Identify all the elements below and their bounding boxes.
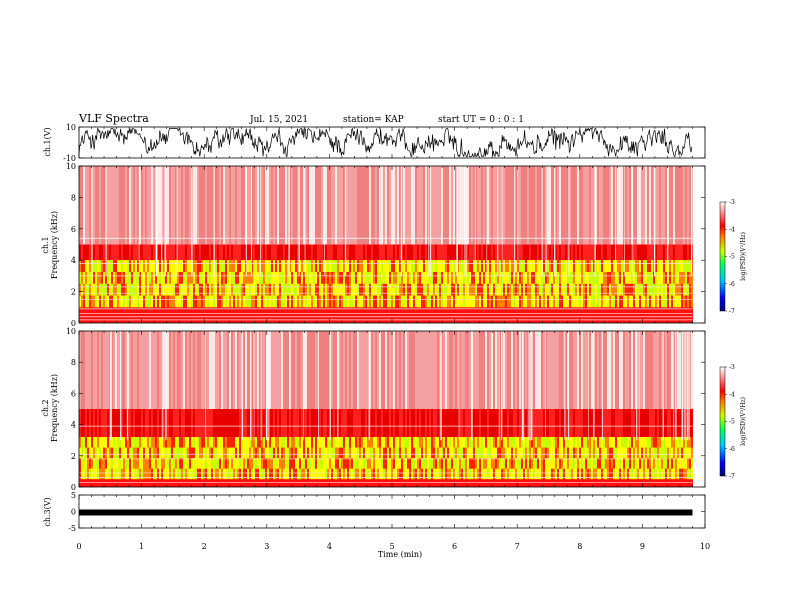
time-tick-label: 1 (139, 542, 144, 551)
header-date: Jul. 15, 2021 (249, 115, 308, 125)
ch2-colorbar-tick-label: -6 (729, 446, 735, 453)
ch2-colorbar-tick-label: -5 (729, 419, 735, 426)
time-tick-label: 4 (327, 542, 332, 551)
ch1-spectrogram-ytick-label: 4 (71, 256, 76, 265)
time-axis: 0 1 2 3 4 5 6 7 8 9 10 (76, 542, 710, 551)
ch1-spectrogram-ytick-label: 10 (66, 162, 76, 171)
header-start-time: start UT = 0 : 0 : 1 (438, 115, 524, 125)
ch2-colorbar-tick-label: -4 (729, 391, 735, 398)
time-tick-label: 6 (452, 542, 457, 551)
ch2-spectrogram-ytick-label: 8 (71, 358, 76, 367)
time-tick-label: 10 (700, 542, 710, 551)
ch2-colorbar-tick-label: -7 (729, 473, 735, 480)
ch1-waveform-ytick-label: -10 (63, 154, 76, 163)
ch3-waveform-ytick-label: -5 (68, 524, 76, 533)
time-tick-label: 9 (640, 542, 645, 551)
ch1-waveform-trace (78, 127, 693, 158)
ch2-spectrogram-ytick-label: 4 (71, 421, 76, 430)
x-axis-label: Time (min) (378, 550, 422, 559)
ch2-colorbar-tick-label: -3 (729, 364, 735, 371)
ch1-colorbar: -3 -4 -5 -6 -7 log(PSD)(V²/Hz) (719, 199, 747, 315)
time-tick-label: 7 (515, 542, 520, 551)
ch1-spectrogram-ytick-label: 0 (71, 319, 76, 328)
time-tick-label: 8 (577, 542, 582, 551)
ch3-waveform-panel: 5 0 -5 (68, 491, 706, 533)
ch1-waveform-frame (78, 126, 706, 159)
figure-title: VLF Spectra (78, 112, 149, 125)
ch2-spectrogram-ylabel: ch.2Frequency (kHz) (41, 374, 59, 442)
time-tick-label: 5 (389, 542, 394, 551)
ch2-spectrogram-ytick-label: 6 (71, 389, 76, 398)
ch1-colorbar-tick-label: -7 (729, 308, 735, 315)
time-tick-label: 3 (264, 542, 269, 551)
ch1-waveform-ytick-label: 10 (66, 123, 76, 132)
ch1-waveform-ylabel: ch.1(V) (43, 127, 52, 156)
ch3-waveform-trace (79, 509, 693, 516)
ch3-waveform-ytick-label: 5 (71, 491, 76, 500)
ch1-spectrogram-ylabel: ch.1Frequency (kHz) (41, 211, 59, 279)
ch1-colorbar-tick-label: -4 (729, 226, 735, 233)
ch1-colorbar-tick-label: -6 (729, 281, 735, 288)
ch3-waveform-ylabel: ch.3(V) (43, 497, 52, 526)
header-station: station= KAP (343, 115, 404, 125)
ch2-spectrogram-ytick-label: 0 (71, 483, 76, 492)
ch2-colorbar-label: log(PSD)(V²/Hz) (740, 397, 747, 446)
ch1-colorbar-tick-label: -5 (729, 254, 735, 261)
ch2-spectrogram-ytick-label: 10 (66, 327, 76, 336)
ch2-spectrogram-panel: 0 2 4 6 8 10 (66, 327, 706, 492)
ch2-spectrogram-ytick-label: 2 (71, 452, 76, 461)
ch1-waveform-panel: 10 -10 (63, 123, 706, 163)
ch1-spectrogram-panel: 0 2 4 6 8 10 (66, 162, 706, 328)
ch2-colorbar: -3 -4 -5 -6 -7 log(PSD)(V²/Hz) (719, 364, 747, 480)
ch1-colorbar-label: log(PSD)(V²/Hz) (740, 232, 747, 281)
ch2-colorbar-bar (719, 366, 726, 477)
ch3-waveform-ytick-label: 0 (71, 508, 76, 517)
time-tick-label: 2 (202, 542, 207, 551)
ch1-colorbar-bar (719, 201, 726, 312)
ch1-colorbar-tick-label: -3 (729, 199, 735, 206)
ch1-spectrogram-ytick-label: 8 (71, 193, 76, 202)
ch1-spectrogram-ytick-label: 2 (71, 288, 76, 297)
time-tick-label: 0 (76, 542, 81, 551)
ch1-spectrogram-ytick-label: 6 (71, 225, 76, 234)
